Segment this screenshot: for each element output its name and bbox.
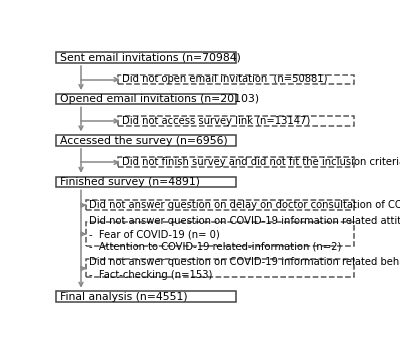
Text: Accessed the survey (n=6956): Accessed the survey (n=6956) bbox=[60, 135, 228, 145]
Text: Sent email invitations (n=70984): Sent email invitations (n=70984) bbox=[60, 53, 241, 63]
Text: Did not answer question on delay on doctor consultation of COVID-19 (n=185): Did not answer question on delay on doct… bbox=[89, 200, 400, 210]
Text: Did not answer question on COVID-19 information related attitude
-  Fear of COVI: Did not answer question on COVID-19 info… bbox=[89, 216, 400, 252]
Text: Did not answer question on COVID-19 information related behaviour
-  Fact-checki: Did not answer question on COVID-19 info… bbox=[89, 257, 400, 280]
FancyBboxPatch shape bbox=[118, 116, 354, 126]
FancyBboxPatch shape bbox=[56, 94, 236, 104]
FancyBboxPatch shape bbox=[86, 200, 354, 210]
FancyBboxPatch shape bbox=[56, 291, 236, 302]
Text: Did not finish survey and did not fit the inclusion criteria (n=2065): Did not finish survey and did not fit th… bbox=[122, 157, 400, 167]
FancyBboxPatch shape bbox=[86, 222, 354, 246]
FancyBboxPatch shape bbox=[56, 177, 236, 187]
FancyBboxPatch shape bbox=[56, 52, 236, 63]
Text: Final analysis (n=4551): Final analysis (n=4551) bbox=[60, 292, 188, 302]
FancyBboxPatch shape bbox=[56, 135, 236, 146]
FancyBboxPatch shape bbox=[118, 157, 354, 167]
Text: Opened email invitations (n=20103): Opened email invitations (n=20103) bbox=[60, 94, 259, 104]
Text: Did not open email invitation  (n=50881): Did not open email invitation (n=50881) bbox=[122, 75, 328, 84]
Text: Did not access survey link (n=13147): Did not access survey link (n=13147) bbox=[122, 116, 310, 126]
Text: Finished survey (n=4891): Finished survey (n=4891) bbox=[60, 177, 200, 187]
FancyBboxPatch shape bbox=[86, 260, 354, 277]
FancyBboxPatch shape bbox=[118, 75, 354, 84]
